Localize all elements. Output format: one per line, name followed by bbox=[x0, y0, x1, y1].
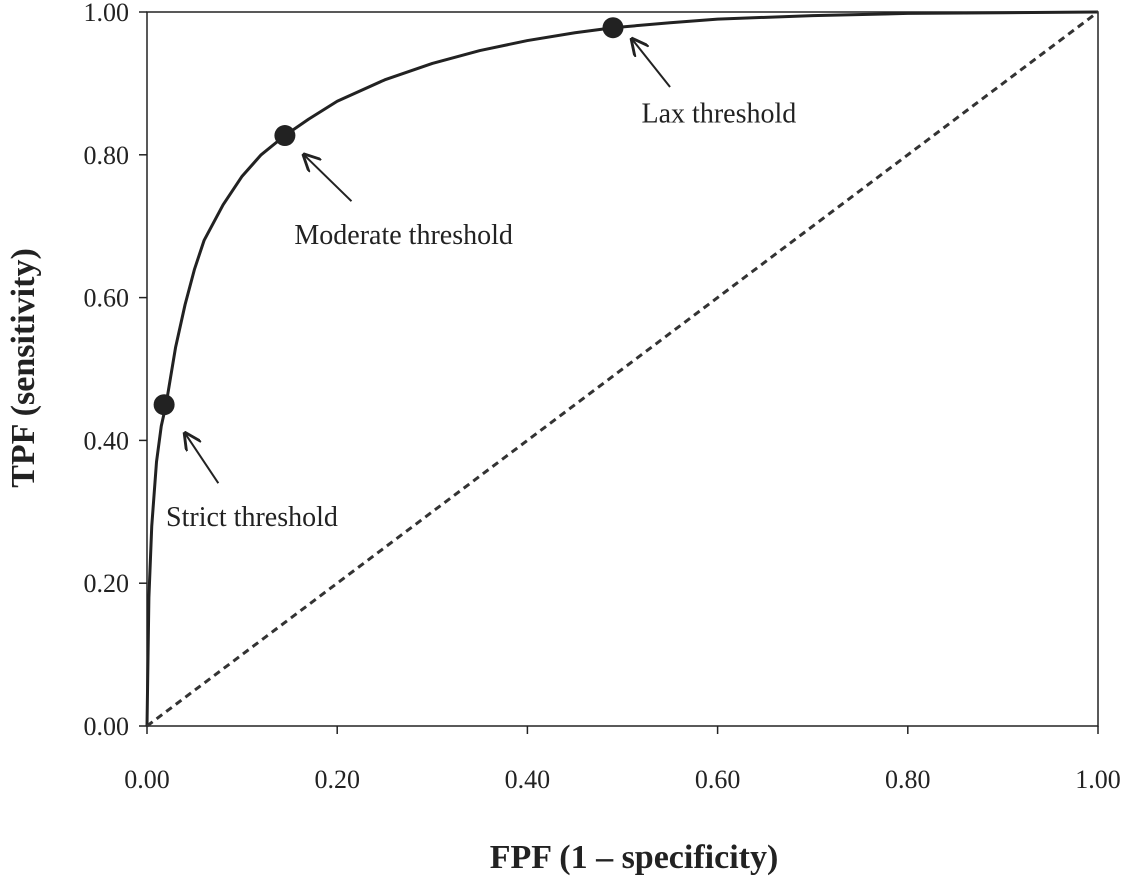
threshold-point bbox=[153, 394, 175, 416]
x-tick-label: 0.60 bbox=[695, 765, 741, 794]
threshold-point bbox=[274, 125, 296, 147]
roc-curve bbox=[145, 10, 1099, 727]
threshold-point bbox=[602, 17, 624, 39]
y-tick-label: 0.00 bbox=[84, 712, 130, 741]
annotation-label: Lax threshold bbox=[642, 99, 797, 130]
x-axis-title: FPF (1 – specificity) bbox=[490, 839, 779, 876]
annotation-label: Strict threshold bbox=[166, 502, 338, 533]
plot-area: 0.00 0.20 0.40 0.60 0.80 1.00 0.00 0.20 0.40 0.60… bbox=[84, 0, 1121, 794]
y-axis-title: TPF (sensitivity) bbox=[5, 248, 42, 488]
annotation-arrow bbox=[304, 155, 353, 202]
annotation-label: Moderate threshold bbox=[294, 220, 513, 251]
plot-frame bbox=[146, 11, 1099, 727]
x-tick-label: 0.00 bbox=[124, 765, 170, 794]
x-tick-label: 1.00 bbox=[1075, 765, 1121, 794]
y-tick-label: 0.20 bbox=[84, 569, 130, 598]
y-tick-label: 0.40 bbox=[84, 426, 130, 455]
y-tick-label: 0.60 bbox=[84, 284, 130, 313]
annotation-arrow bbox=[632, 39, 671, 88]
chance-line bbox=[146, 10, 1099, 728]
x-tick-label: 0.80 bbox=[885, 765, 931, 794]
y-tick-label: 0.80 bbox=[84, 141, 130, 170]
annotation-arrow bbox=[185, 433, 220, 484]
x-tick-label: 0.40 bbox=[505, 765, 551, 794]
y-tick-label: 1.00 bbox=[84, 0, 130, 27]
x-tick-label: 0.20 bbox=[314, 765, 360, 794]
